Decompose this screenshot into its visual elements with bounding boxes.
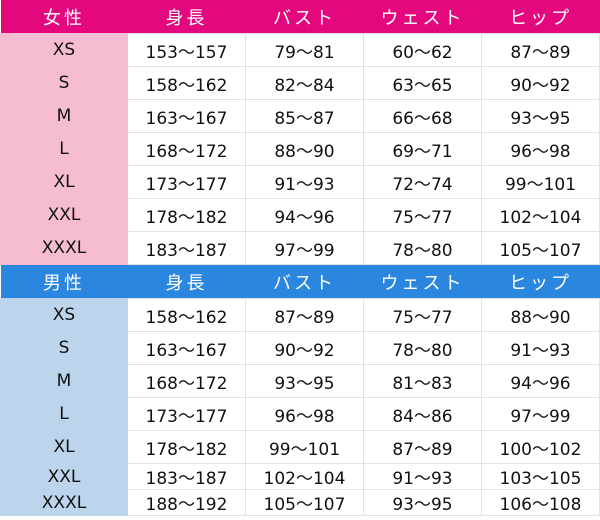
male-header-row: 男性 身長 バスト ウェスト ヒップ [0, 265, 600, 299]
measurement-cell: 82～84 [245, 66, 364, 100]
table-row: S 163～167 90～92 78～80 91～93 [0, 331, 600, 365]
size-label: XXXL [0, 231, 128, 265]
measurement-cell: 91～93 [363, 463, 482, 490]
measurement-cell: 99～101 [245, 430, 364, 464]
measurement-cell: 90～92 [481, 66, 600, 100]
measurement-cell: 69～71 [363, 132, 482, 166]
table-row: L 173～177 96～98 84～86 97～99 [0, 397, 600, 431]
header-cell: バスト [245, 265, 364, 299]
measurement-cell: 173～177 [127, 397, 246, 431]
measurement-cell: 102～104 [481, 198, 600, 232]
size-label: XS [0, 33, 128, 67]
header-cell: 男性 [0, 265, 128, 299]
measurement-cell: 78～80 [363, 231, 482, 265]
measurement-cell: 103～105 [481, 463, 600, 490]
female-header-row: 女性 身長 バスト ウェスト ヒップ [0, 0, 600, 34]
size-label: XXL [0, 198, 128, 232]
header-cell: ヒップ [481, 265, 600, 299]
measurement-cell: 75～77 [363, 298, 482, 332]
header-cell: 身長 [127, 0, 246, 34]
table-row: XXXL 188～192 105～107 93～95 106～108 [0, 489, 600, 516]
measurement-cell: 93～95 [481, 99, 600, 133]
size-label: S [0, 331, 128, 365]
size-label: XS [0, 298, 128, 332]
size-label: XXXL [0, 489, 128, 516]
table-row: M 163～167 85～87 66～68 93～95 [0, 99, 600, 133]
measurement-cell: 85～87 [245, 99, 364, 133]
measurement-cell: 163～167 [127, 99, 246, 133]
measurement-cell: 178～182 [127, 198, 246, 232]
size-label: XXL [0, 463, 128, 490]
male-size-table: 男性 身長 バスト ウェスト ヒップ XS 158～162 87～89 75～77 88～90 S 1… [0, 265, 600, 516]
measurement-cell: 97～99 [245, 231, 364, 265]
table-row: XXXL 183～187 97～99 78～80 105～107 [0, 231, 600, 265]
measurement-cell: 178～182 [127, 430, 246, 464]
header-cell: 身長 [127, 265, 246, 299]
table-row: XL 173～177 91～93 72～74 99～101 [0, 165, 600, 199]
measurement-cell: 78～80 [363, 331, 482, 365]
size-label: M [0, 99, 128, 133]
measurement-cell: 84～86 [363, 397, 482, 431]
measurement-cell: 96～98 [481, 132, 600, 166]
measurement-cell: 88～90 [245, 132, 364, 166]
header-cell: ウェスト [363, 265, 482, 299]
measurement-cell: 163～167 [127, 331, 246, 365]
measurement-cell: 94～96 [245, 198, 364, 232]
size-label: XL [0, 165, 128, 199]
measurement-cell: 102～104 [245, 463, 364, 490]
measurement-cell: 90～92 [245, 331, 364, 365]
measurement-cell: 91～93 [481, 331, 600, 365]
measurement-cell: 79～81 [245, 33, 364, 67]
measurement-cell: 87～89 [481, 33, 600, 67]
measurement-cell: 72～74 [363, 165, 482, 199]
size-label: L [0, 397, 128, 431]
measurement-cell: 97～99 [481, 397, 600, 431]
table-row: XS 153～157 79～81 60～62 87～89 [0, 33, 600, 67]
measurement-cell: 66～68 [363, 99, 482, 133]
measurement-cell: 96～98 [245, 397, 364, 431]
size-label: XL [0, 430, 128, 464]
measurement-cell: 60～62 [363, 33, 482, 67]
measurement-cell: 168～172 [127, 132, 246, 166]
table-row: L 168～172 88～90 69～71 96～98 [0, 132, 600, 166]
table-row: XXL 183～187 102～104 91～93 103～105 [0, 463, 600, 490]
measurement-cell: 93～95 [245, 364, 364, 398]
measurement-cell: 153～157 [127, 33, 246, 67]
measurement-cell: 183～187 [127, 463, 246, 490]
measurement-cell: 188～192 [127, 489, 246, 516]
size-label: S [0, 66, 128, 100]
measurement-cell: 93～95 [363, 489, 482, 516]
table-row: XXL 178～182 94～96 75～77 102～104 [0, 198, 600, 232]
measurement-cell: 88～90 [481, 298, 600, 332]
table-row: S 158～162 82～84 63～65 90～92 [0, 66, 600, 100]
measurement-cell: 87～89 [363, 430, 482, 464]
female-size-table: 女性 身長 バスト ウェスト ヒップ XS 153～157 79～81 60～62 87～89 S 1… [0, 0, 600, 265]
measurement-cell: 168～172 [127, 364, 246, 398]
measurement-cell: 99～101 [481, 165, 600, 199]
measurement-cell: 105～107 [481, 231, 600, 265]
measurement-cell: 183～187 [127, 231, 246, 265]
measurement-cell: 106～108 [481, 489, 600, 516]
header-cell: バスト [245, 0, 364, 34]
measurement-cell: 100～102 [481, 430, 600, 464]
header-cell: ヒップ [481, 0, 600, 34]
table-row: M 168～172 93～95 81～83 94～96 [0, 364, 600, 398]
measurement-cell: 81～83 [363, 364, 482, 398]
measurement-cell: 158～162 [127, 66, 246, 100]
table-row: XS 158～162 87～89 75～77 88～90 [0, 298, 600, 332]
size-label: L [0, 132, 128, 166]
header-cell: ウェスト [363, 0, 482, 34]
header-cell: 女性 [0, 0, 128, 34]
measurement-cell: 87～89 [245, 298, 364, 332]
table-row: XL 178～182 99～101 87～89 100～102 [0, 430, 600, 464]
measurement-cell: 91～93 [245, 165, 364, 199]
measurement-cell: 94～96 [481, 364, 600, 398]
measurement-cell: 158～162 [127, 298, 246, 332]
size-label: M [0, 364, 128, 398]
measurement-cell: 173～177 [127, 165, 246, 199]
measurement-cell: 105～107 [245, 489, 364, 516]
measurement-cell: 75～77 [363, 198, 482, 232]
measurement-cell: 63～65 [363, 66, 482, 100]
